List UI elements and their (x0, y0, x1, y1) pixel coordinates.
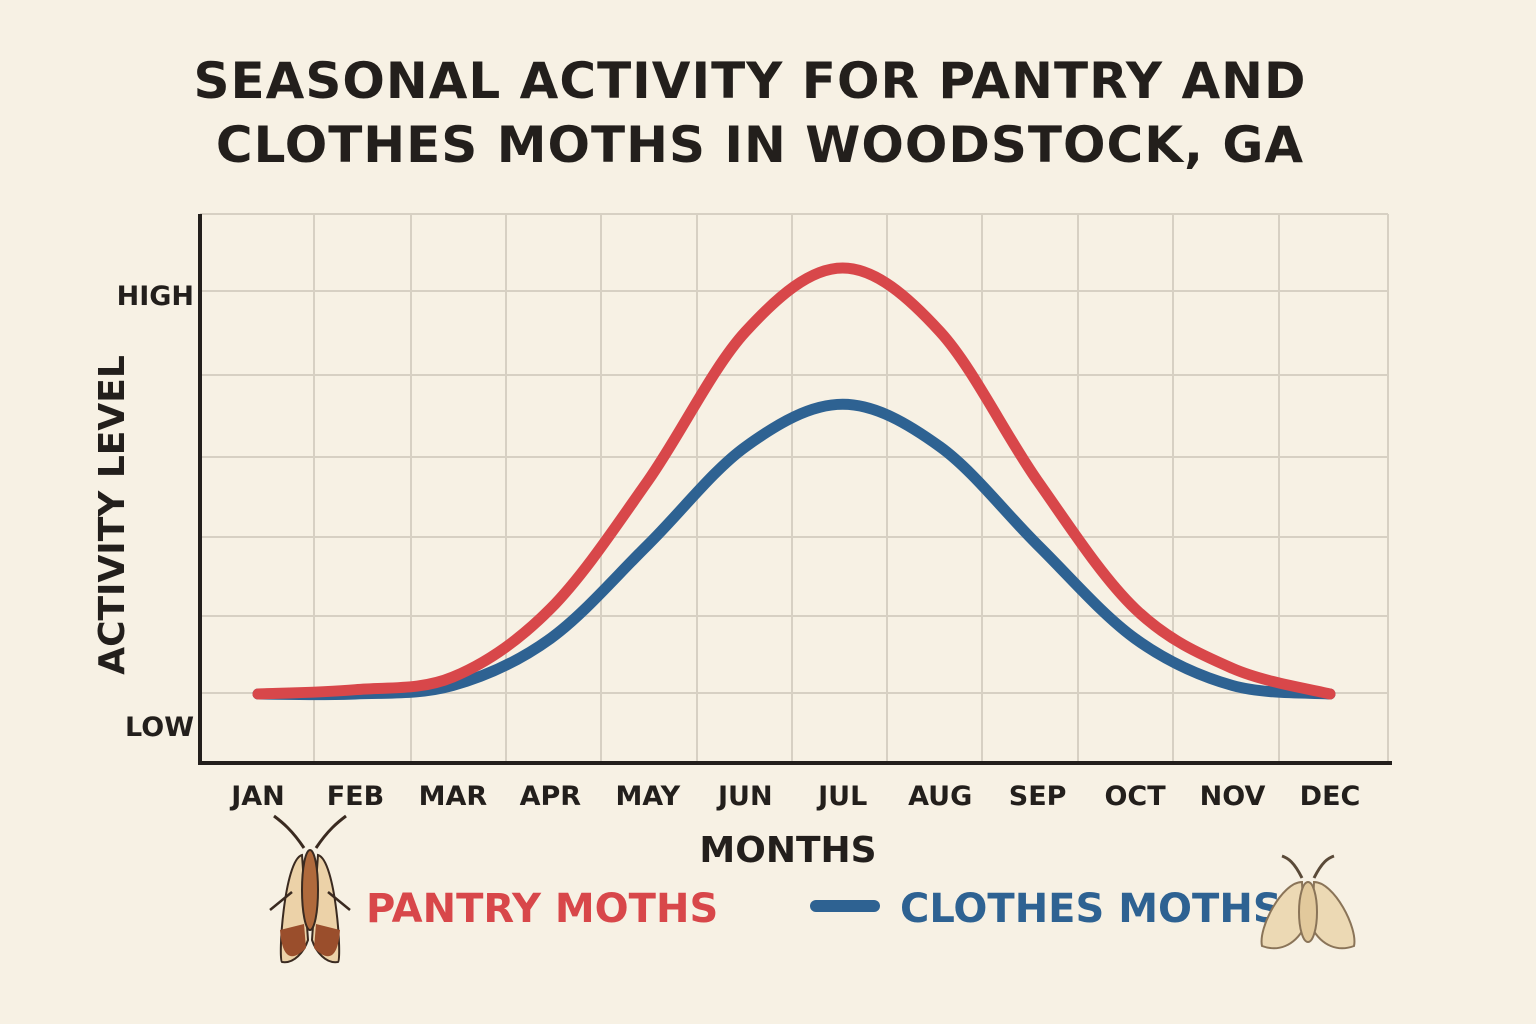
x-tick-label: MAR (419, 781, 488, 812)
x-tick-label: FEB (327, 781, 384, 812)
y-axis-title: ACTIVITY LEVEL (92, 355, 133, 675)
x-tick-label: JAN (229, 781, 285, 812)
x-tick-label: OCT (1104, 781, 1166, 812)
legend-label-clothes-moths: CLOTHES MOTHS (900, 886, 1282, 932)
series-line-pantry-moths (252, 262, 1336, 700)
x-tick-label: SEP (1009, 781, 1067, 812)
x-tick-label: DEC (1300, 781, 1361, 812)
legend: PANTRY MOTHS CLOTHES MOTHS (269, 814, 1356, 964)
y-tick-label-high: HIGH (117, 281, 194, 312)
x-tick-label: AUG (908, 781, 972, 812)
legend-label-pantry-moths: PANTRY MOTHS (366, 886, 718, 932)
y-tick-label-low: LOW (125, 712, 194, 743)
chart-title-line-2: CLOTHES MOTHS IN WOODSTOCK, GA (216, 116, 1304, 174)
x-tick-label: JUN (716, 781, 773, 812)
series-layer (252, 262, 1336, 701)
x-axis-title: MONTHS (699, 830, 876, 871)
chart-title-line-1: SEASONAL ACTIVITY FOR PANTRY AND (193, 52, 1306, 110)
clothes-moth-icon (1260, 854, 1356, 950)
x-tick-labels: JAN FEB MAR APR MAY JUN JUL AUG SEP OCT NOV DEC (229, 781, 1360, 812)
x-tick-label: MAY (615, 781, 680, 812)
x-tick-label: JUL (816, 781, 867, 812)
x-tick-label: NOV (1200, 781, 1266, 812)
series-line-clothes-moths (252, 398, 1336, 701)
pantry-moth-icon (269, 814, 351, 964)
x-tick-label: APR (520, 781, 582, 812)
